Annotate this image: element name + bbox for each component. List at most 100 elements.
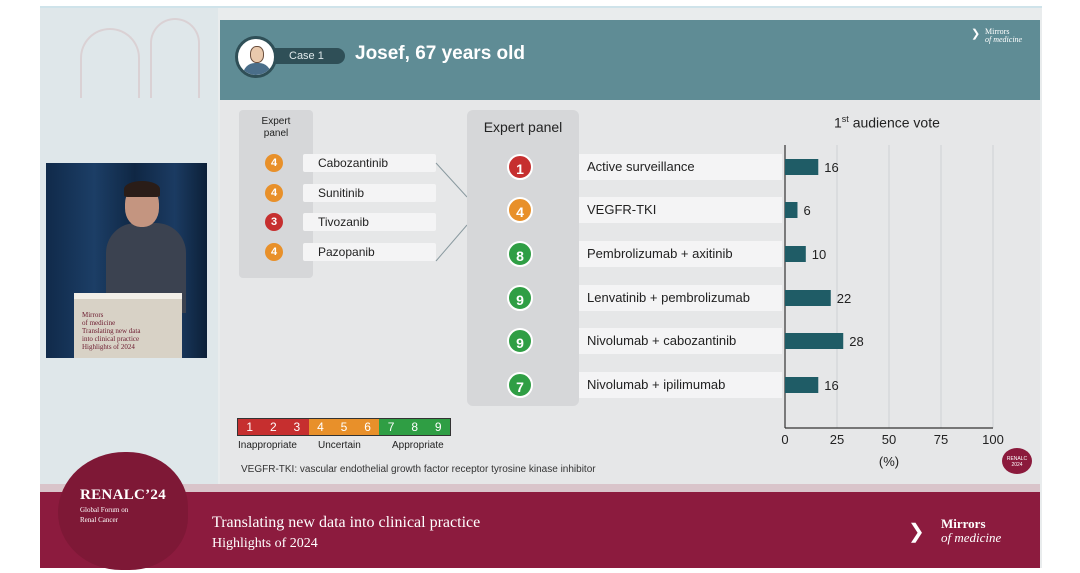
speaker-video: Mirrors of medicine Translating new data…	[46, 163, 207, 358]
option-label: Nivolumab + cabozantinib	[579, 328, 782, 354]
bar-value-label: 16	[824, 160, 838, 175]
bar-value-label: 28	[849, 334, 863, 349]
option-label: Active surveillance	[579, 154, 782, 180]
scale-number: 6	[364, 420, 371, 434]
case-label: Case 1	[275, 48, 345, 64]
scale-segment: 4 5 6	[308, 419, 380, 435]
connector-lines	[435, 162, 468, 262]
footnote: VEGFR-TKI: vascular endothelial growth f…	[241, 464, 596, 475]
connector-line	[435, 224, 468, 262]
scale-label: Appropriate	[392, 440, 444, 451]
slide-header: Case 1 Josef, 67 years old ❯ Mirrors of …	[220, 20, 1040, 100]
talk-line: Highlights of 2024	[212, 536, 318, 551]
bar	[785, 246, 806, 262]
x-axis-label: (%)	[879, 454, 899, 469]
scale-number: 3	[293, 420, 301, 434]
drug-label: Sunitinib	[303, 184, 436, 202]
x-tick-label: 50	[882, 432, 896, 447]
brand-name: RENALC’24	[80, 487, 167, 503]
patient-title: Josef, 67 years old	[355, 43, 526, 64]
scale-number: 5	[340, 420, 348, 434]
right-panel-title: Expert panel	[483, 119, 563, 135]
renalc-stamp: RENALC 2024	[1002, 448, 1032, 474]
left-panel-row: 4 Sunitinib	[220, 184, 440, 202]
audience-vote-chart: 0 25 50 75 100 16 6 10 22 28 16 (%)	[781, 145, 1004, 469]
score-badge: 4	[265, 154, 283, 172]
podium-line: Mirrors	[82, 311, 104, 319]
background-arch-icon	[80, 28, 140, 98]
x-tick-label: 100	[982, 432, 1004, 447]
brand-blob	[58, 452, 188, 570]
podium-line: of medicine	[82, 319, 116, 327]
avatar-head	[250, 46, 264, 63]
scale-number: 4	[317, 420, 324, 434]
option-label: Nivolumab + ipilimumab	[579, 372, 782, 398]
scale-number: 9	[434, 420, 442, 434]
panel-title-line: Expert	[261, 116, 291, 127]
podium	[74, 293, 182, 358]
podium-line: Highlights of 2024	[82, 343, 135, 351]
bottom-strip	[40, 484, 1040, 493]
talk-title: Translating new data into clinical pract…	[212, 512, 480, 554]
score-badge: 3	[265, 213, 283, 231]
score-badge: 4	[265, 184, 283, 202]
panel-title-line: panel	[263, 128, 289, 139]
connector-line	[435, 162, 468, 198]
x-tick-label: 0	[781, 432, 788, 447]
scale-segment: 7 8 9	[379, 419, 451, 435]
stamp-line: RENALC	[1006, 456, 1028, 462]
renalc-brand: RENALC’24 Global Forum on Renal Cancer	[80, 487, 166, 524]
left-panel-row: 3 Tivozanib	[220, 213, 440, 231]
chart-title-main: 1	[834, 114, 842, 131]
chart-title-sup: st	[841, 114, 849, 124]
score-badge: 4	[507, 197, 533, 223]
x-tick-label: 25	[830, 432, 844, 447]
presentation-slide: Case 1 Josef, 67 years old ❯ Mirrors of …	[220, 20, 1040, 493]
background-arch-icon	[150, 18, 200, 98]
left-panel-title: Expert panel	[239, 116, 313, 140]
appropriateness-scale: 1 2 3 4 5 6 7 8 9	[237, 418, 451, 436]
bar-value-label: 6	[803, 203, 810, 218]
brand-sub: Renal Cancer	[80, 516, 118, 524]
speaker-hair	[124, 181, 160, 197]
podium-sign: Mirrors of medicine Translating new data…	[82, 311, 178, 351]
logo-line: Mirrors	[985, 27, 1010, 36]
score-badge: 4	[265, 243, 283, 261]
bar-value-label: 22	[837, 291, 851, 306]
bar	[785, 159, 819, 175]
bar-value-label: 10	[812, 247, 826, 262]
patient-avatar	[235, 36, 277, 78]
book-icon: ❯	[908, 521, 925, 543]
scale-number: 2	[269, 420, 277, 434]
option-label: VEGFR-TKI	[579, 197, 782, 223]
score-badge: 1	[507, 154, 533, 180]
stamp-line: 2024	[1011, 462, 1023, 468]
scale-label: Uncertain	[318, 440, 361, 451]
x-tick-label: 75	[934, 432, 948, 447]
scale-number: 1	[246, 420, 254, 434]
chart-title: 1st audience vote	[834, 114, 940, 131]
drug-label: Pazopanib	[303, 243, 436, 261]
left-panel-row: 4 Cabozantinib	[220, 154, 440, 172]
scale-number: 8	[411, 420, 418, 434]
scale-segment: 1 2 3	[238, 419, 309, 435]
scale-label: Inappropriate	[238, 440, 297, 451]
left-panel-row: 4 Pazopanib	[220, 243, 440, 261]
avatar-body	[243, 63, 271, 75]
bar	[785, 290, 831, 306]
logo-line: of medicine	[985, 35, 1023, 44]
podium-line: into clinical practice	[82, 335, 140, 343]
brand-sub: Global Forum on	[80, 506, 129, 514]
bar	[785, 333, 844, 349]
bar	[785, 202, 798, 218]
score-badge: 9	[507, 328, 533, 354]
scale-number: 7	[387, 420, 395, 434]
logo-line: Mirrors	[941, 516, 986, 531]
talk-line: Translating new data into clinical pract…	[212, 514, 481, 531]
score-badge: 9	[507, 285, 533, 311]
book-icon: ❯	[971, 28, 981, 40]
option-label: Lenvatinib + pembrolizumab	[579, 285, 782, 311]
logo-line: of medicine	[941, 530, 1002, 545]
bar	[785, 377, 819, 393]
podium-line: Translating new data	[82, 327, 141, 335]
